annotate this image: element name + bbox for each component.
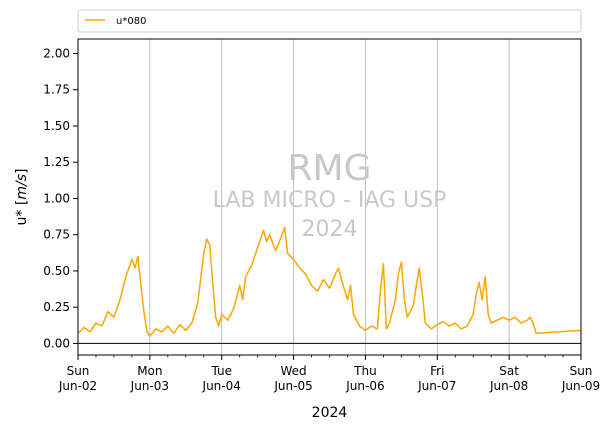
y-tick-label: 0.50 — [43, 264, 70, 278]
y-tick-label: 1.50 — [43, 119, 70, 133]
grid-lines — [149, 39, 510, 355]
legend-label: u*080 — [116, 16, 146, 27]
x-tick-day: Thu — [353, 364, 377, 378]
y-tick-label: 0.25 — [43, 300, 70, 314]
y-tick-label: 2.00 — [43, 46, 70, 60]
x-tick-day: Sat — [499, 364, 519, 378]
x-tick-date: Jun-07 — [417, 379, 456, 393]
legend: u*080 — [77, 9, 582, 33]
x-tick-day: Mon — [137, 364, 162, 378]
x-tick-date: Jun-08 — [489, 379, 528, 393]
y-axis-label-prefix: u* [ — [14, 200, 30, 226]
legend-box — [77, 9, 582, 33]
watermark-line-2: LAB MICRO - IAG USP — [213, 188, 447, 213]
series-line — [77, 226, 582, 337]
y-axis-label-suffix: ] — [14, 169, 30, 174]
x-axis-label: 2024 — [312, 405, 348, 421]
y-axis-label: u* [m/s] — [14, 169, 30, 226]
y-axis: 0.00 0.25 0.50 0.75 1.00 1.25 1.50 1.75 2.00 — [43, 46, 78, 350]
y-tick-label: 0.00 — [43, 336, 70, 350]
series-layer — [77, 226, 582, 337]
y-tick-label: 0.75 — [43, 228, 70, 242]
x-tick-day: Fri — [430, 364, 444, 378]
y-tick-label: 1.00 — [43, 191, 70, 205]
x-tick-date: Jun-02 — [58, 379, 97, 393]
x-tick-day: Sun — [67, 364, 90, 378]
x-tick-date: Jun-09 — [561, 379, 600, 393]
x-tick-day: Tue — [210, 364, 232, 378]
watermark-line-1: RMG — [288, 148, 372, 189]
watermark: RMG LAB MICRO - IAG USP 2024 — [213, 148, 447, 242]
x-tick-day: Wed — [280, 364, 306, 378]
x-tick-date: Jun-03 — [130, 379, 169, 393]
x-tick-date: Jun-06 — [345, 379, 384, 393]
y-tick-label: 1.25 — [43, 155, 70, 169]
x-tick-day: Sun — [570, 364, 593, 378]
x-axis: SunJun-02MonJun-03TueJun-04WedJun-05ThuJ… — [58, 355, 600, 393]
y-tick-label: 1.75 — [43, 83, 70, 97]
watermark-line-3: 2024 — [302, 217, 358, 242]
x-tick-date: Jun-05 — [273, 379, 312, 393]
x-tick-date: Jun-04 — [202, 379, 241, 393]
y-axis-label-unit: m/s — [14, 174, 30, 200]
